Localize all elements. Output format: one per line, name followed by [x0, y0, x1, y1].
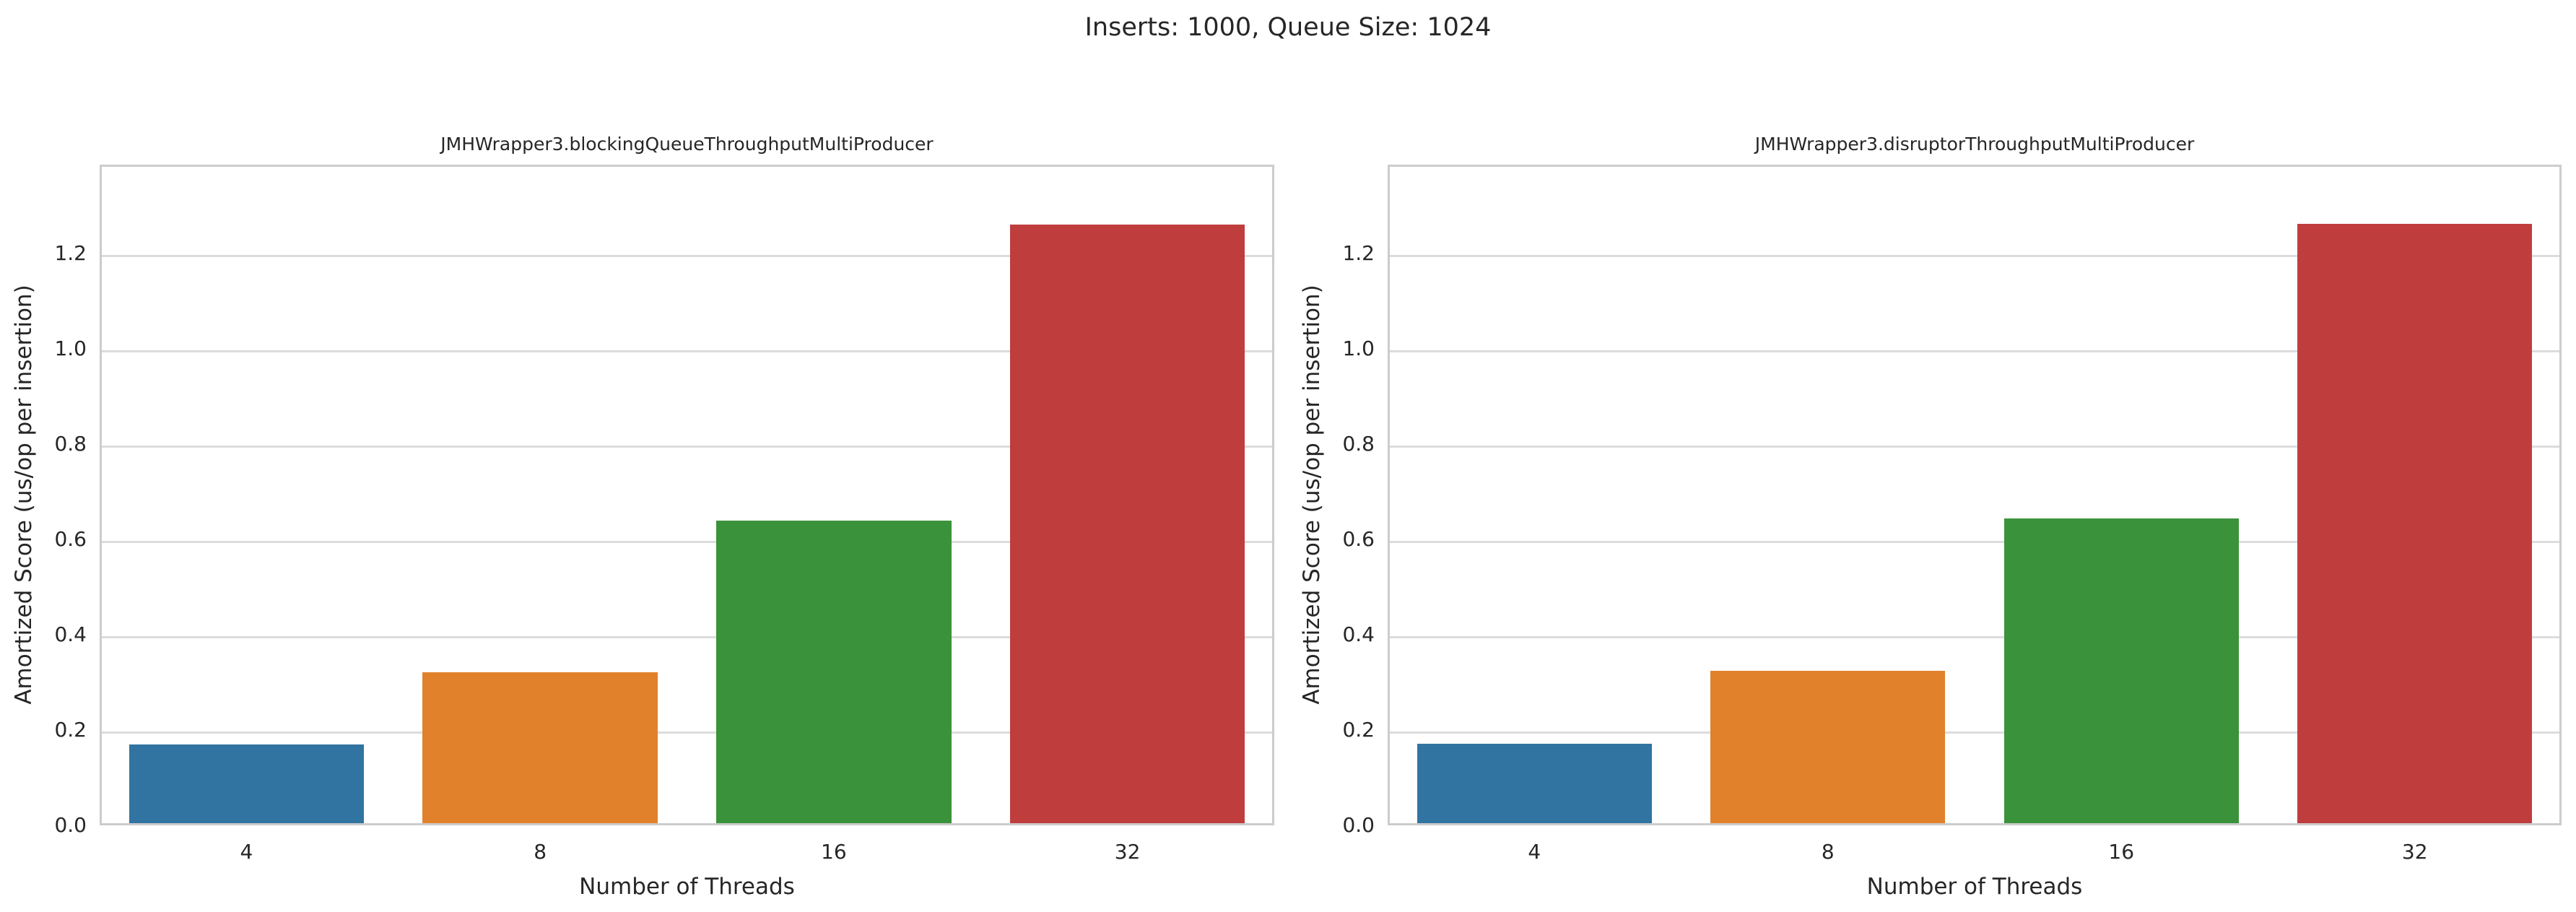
- y-tick-label: 0.2: [1342, 717, 1375, 742]
- y-tick-label: 0.6: [54, 526, 87, 551]
- plot-area: [1388, 165, 2562, 825]
- x-tick-label: 4: [1528, 840, 1541, 864]
- gridline-y-1.2: [1390, 254, 2559, 257]
- gridline-y-0.2: [1390, 731, 2559, 734]
- bar-8-threads: [1710, 670, 1946, 823]
- gridline-y-1.2: [102, 254, 1272, 257]
- y-tick-label: 0.0: [54, 813, 87, 837]
- gridline-y-1.0: [1390, 349, 2559, 352]
- axes-title-blocking-queue: JMHWrapper3.blockingQueueThroughputMulti…: [440, 134, 934, 155]
- x-tick-label: 4: [240, 840, 253, 864]
- bar-32-threads: [2297, 223, 2533, 823]
- y-tick-label: 0.8: [54, 431, 87, 456]
- y-tick-label: 0.2: [54, 717, 87, 742]
- bar-32-threads: [1009, 225, 1245, 823]
- gridline-y-1.0: [102, 349, 1272, 352]
- gridline-y-0.4: [1390, 635, 2559, 638]
- bar-16-threads: [2003, 518, 2239, 823]
- gridline-y-0.4: [102, 635, 1272, 638]
- y-tick-label: 1.0: [1342, 336, 1375, 360]
- gridline-y-0.6: [1390, 540, 2559, 543]
- x-tick-label: 8: [534, 840, 547, 864]
- gridline-y-0.8: [1390, 445, 2559, 448]
- y-tick-label: 0.4: [54, 622, 87, 646]
- bar-4-threads: [129, 744, 365, 823]
- gridline-y-0.6: [102, 540, 1272, 543]
- x-axis-label: Number of Threads: [1866, 874, 2083, 900]
- y-tick-label: 1.0: [54, 336, 87, 360]
- x-tick-label: 8: [1821, 840, 1835, 864]
- x-tick-label: 32: [1114, 840, 1141, 864]
- y-tick-label: 1.2: [54, 240, 87, 265]
- y-tick-label: 1.2: [1342, 240, 1375, 265]
- y-tick-label: 0.4: [1342, 622, 1375, 646]
- y-tick-label: 0.0: [1342, 813, 1375, 837]
- x-axis-label: Number of Threads: [579, 874, 795, 900]
- gridline-y-0.2: [102, 731, 1272, 734]
- x-tick-label: 16: [2108, 840, 2135, 864]
- axes-title-disruptor: JMHWrapper3.disruptorThroughputMultiProd…: [1754, 134, 2195, 155]
- x-tick-label: 16: [821, 840, 847, 864]
- bar-4-threads: [1417, 743, 1652, 823]
- bar-16-threads: [716, 520, 952, 823]
- bar-8-threads: [422, 672, 658, 823]
- y-tick-label: 0.8: [1342, 431, 1375, 456]
- x-tick-label: 32: [2401, 840, 2428, 864]
- figure-suptitle: Inserts: 1000, Queue Size: 1024: [1084, 13, 1492, 42]
- y-tick-label: 0.6: [1342, 526, 1375, 551]
- plot-area: [100, 165, 1274, 825]
- gridline-y-0.8: [102, 445, 1272, 448]
